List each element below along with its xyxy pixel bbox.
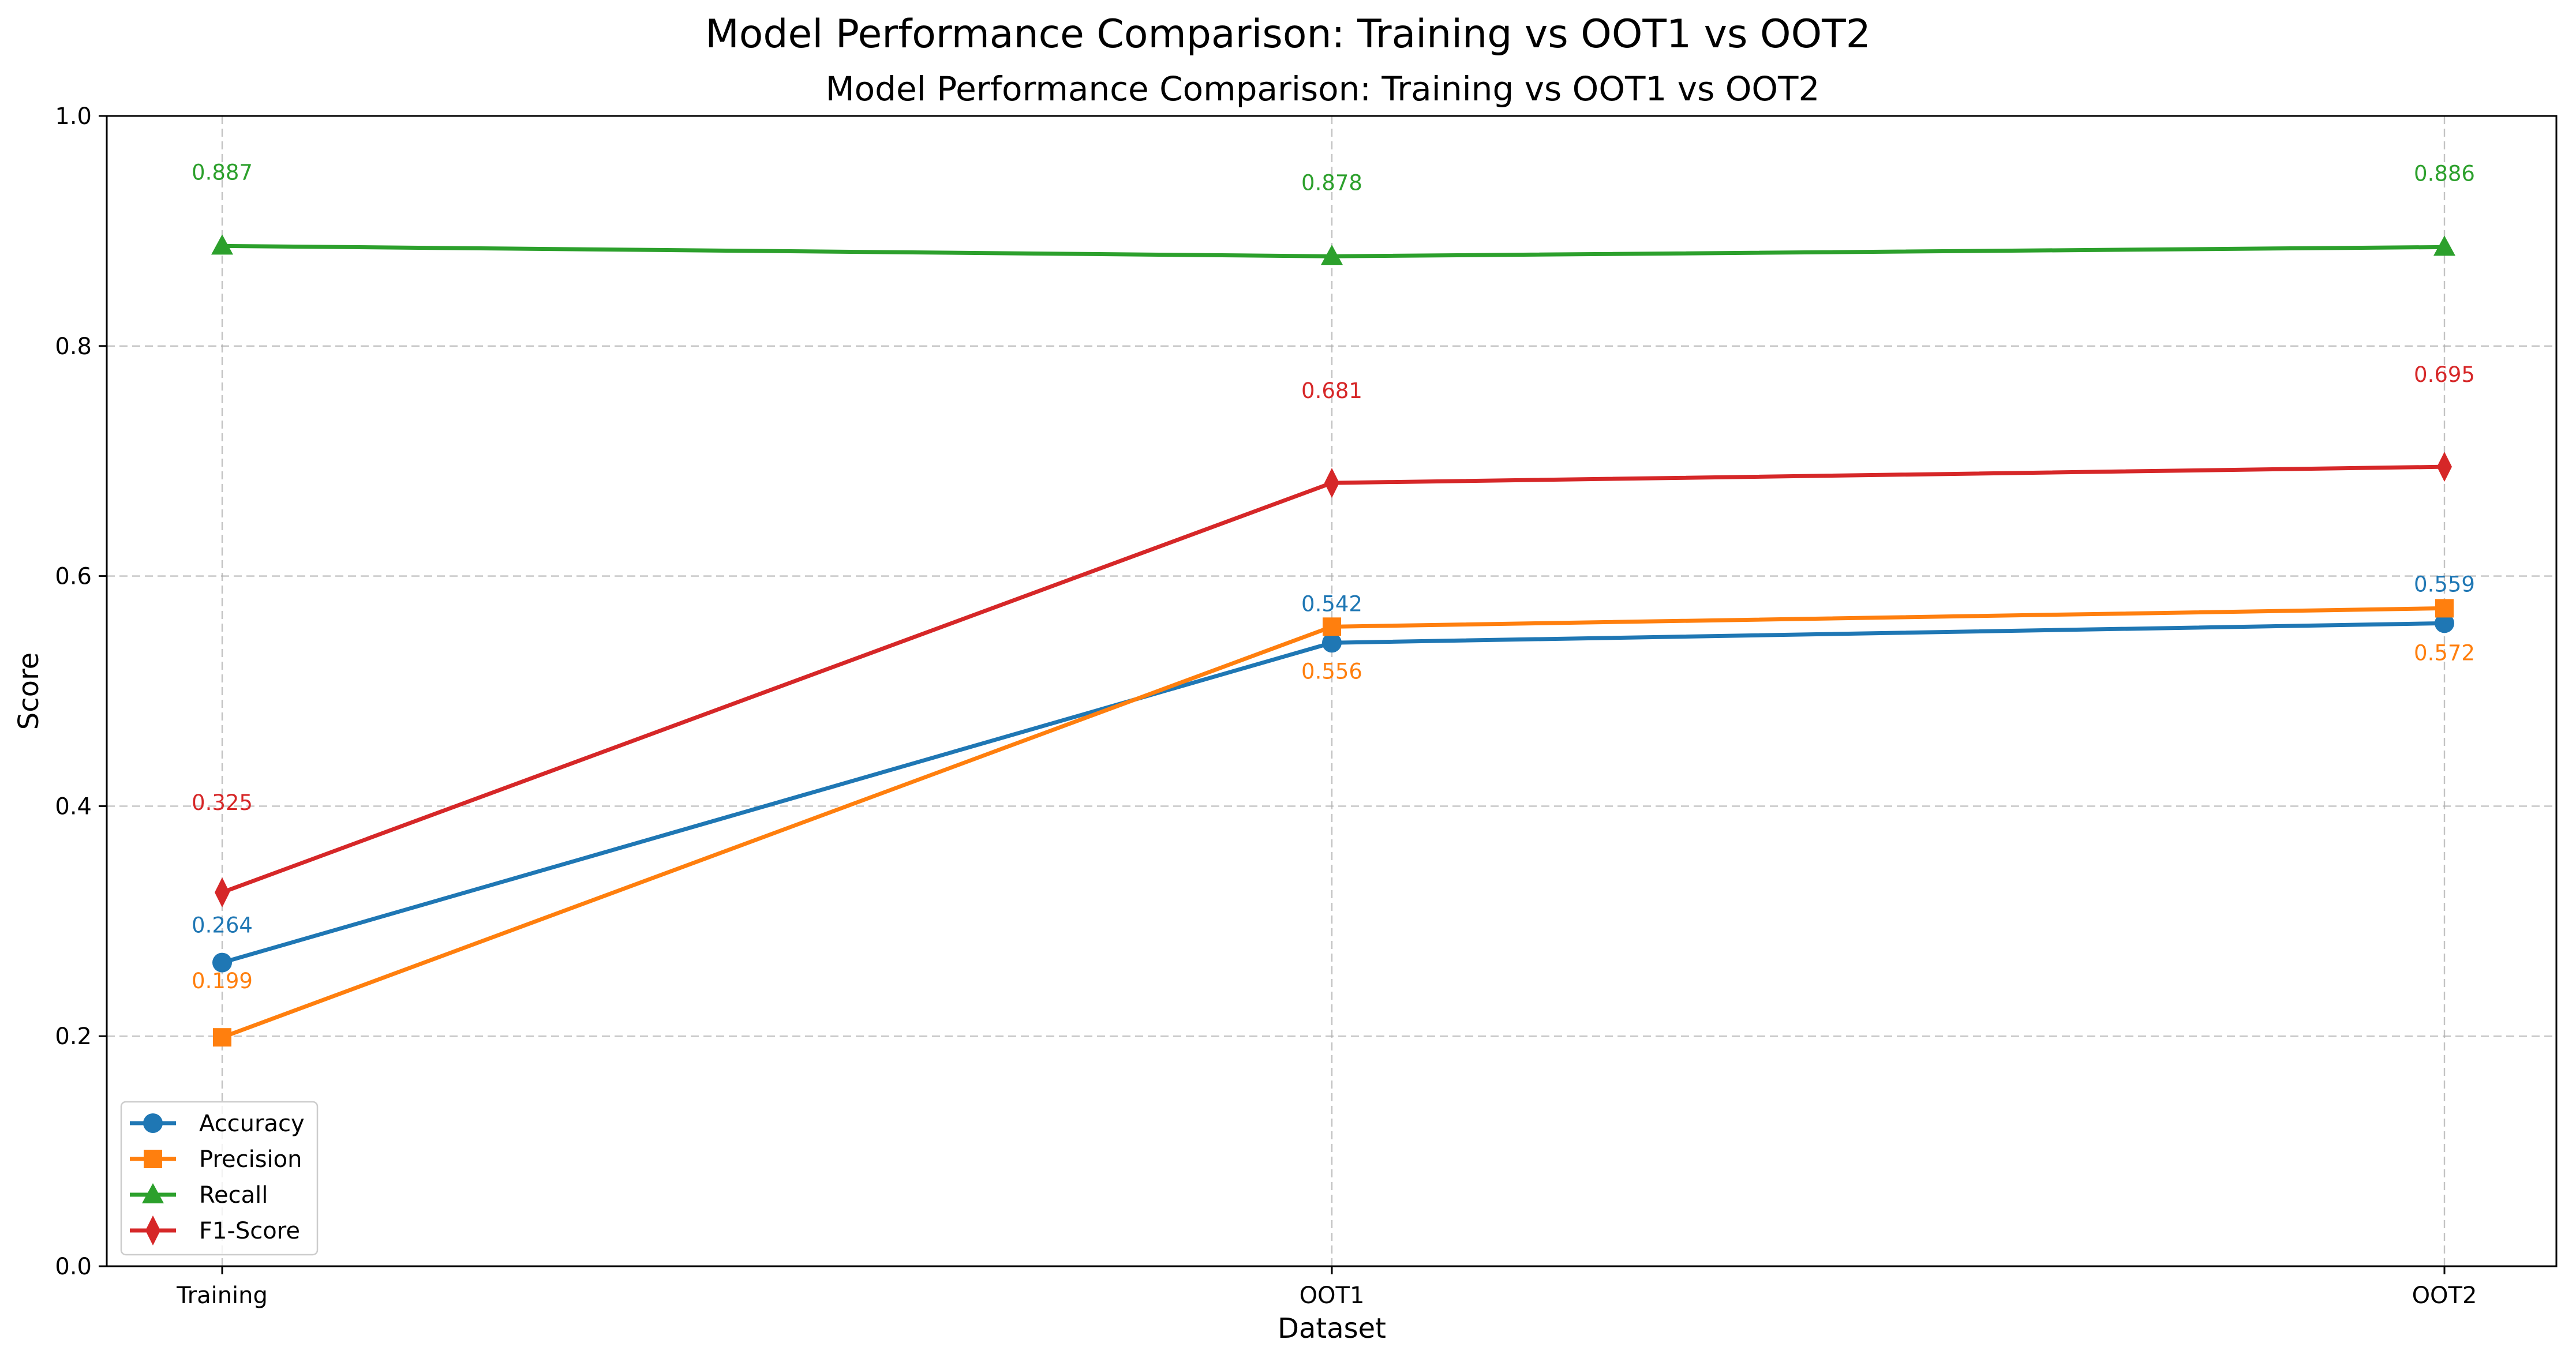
y-tick-label: 0.0 bbox=[55, 1254, 92, 1280]
data-label: 0.199 bbox=[192, 969, 253, 993]
data-point bbox=[1322, 633, 1342, 653]
data-point bbox=[1324, 468, 1339, 498]
series-precision bbox=[213, 599, 2454, 1047]
y-tick-label: 1.0 bbox=[55, 103, 92, 130]
data-label: 0.878 bbox=[1301, 170, 1362, 195]
data-point bbox=[2435, 599, 2454, 618]
data-point bbox=[215, 877, 230, 907]
data-point bbox=[1323, 617, 1341, 636]
chart-title: Model Performance Comparison: Training v… bbox=[826, 69, 1820, 108]
grid bbox=[107, 116, 2556, 1266]
x-tick-label: OOT1 bbox=[1300, 1282, 1365, 1309]
legend-label: Recall bbox=[199, 1182, 268, 1209]
data-label: 0.325 bbox=[192, 790, 253, 815]
data-label: 0.264 bbox=[192, 913, 253, 938]
legend-item: Precision bbox=[130, 1146, 302, 1173]
legend-marker bbox=[145, 1215, 160, 1245]
legend-items: Accuracy Precision Recall F1-Score bbox=[130, 1110, 305, 1245]
data-label: 0.681 bbox=[1301, 378, 1362, 403]
series-recall bbox=[211, 234, 2455, 265]
y-tick-label: 0.8 bbox=[55, 333, 92, 360]
data-point bbox=[212, 952, 232, 973]
data-point bbox=[2433, 235, 2455, 256]
legend-label: Accuracy bbox=[199, 1110, 305, 1137]
y-axis-label: Score bbox=[13, 652, 45, 730]
y-tick-label: 0.6 bbox=[55, 564, 92, 590]
data-label: 0.556 bbox=[1301, 659, 1362, 684]
legend-label: Precision bbox=[199, 1146, 302, 1173]
data-label: 0.695 bbox=[2414, 362, 2475, 387]
data-labels: 0.264 0.542 0.559 0.199 0.556 0.572 0.887 0.878… bbox=[192, 160, 2475, 993]
legend-marker bbox=[142, 1183, 164, 1203]
y-tick-label: 0.2 bbox=[55, 1023, 92, 1050]
legend-box bbox=[120, 1101, 319, 1256]
data-label: 0.559 bbox=[2414, 572, 2475, 596]
y-tick-label: 0.4 bbox=[55, 793, 92, 820]
series-accuracy bbox=[212, 613, 2454, 973]
data-label: 0.542 bbox=[1301, 591, 1362, 616]
data-label: 0.572 bbox=[2414, 640, 2475, 665]
chart-suptitle: Model Performance Comparison: Training v… bbox=[705, 12, 1871, 57]
legend-label: F1-Score bbox=[199, 1218, 300, 1244]
legend-marker bbox=[143, 1113, 163, 1133]
data-point bbox=[211, 234, 233, 255]
data-point bbox=[1321, 245, 1343, 265]
axis-ticks: Training OOT1 OOT2 0.0 0.2 0.4 0.6 0.8 1.0 bbox=[55, 103, 2477, 1309]
legend-item: Recall bbox=[130, 1182, 268, 1209]
legend-marker bbox=[144, 1150, 162, 1168]
legend: Accuracy Precision Recall F1-Score bbox=[120, 1101, 319, 1256]
data-point bbox=[2435, 613, 2454, 633]
legend-item: F1-Score bbox=[130, 1215, 300, 1245]
legend-item: Accuracy bbox=[130, 1110, 305, 1137]
series-f1-score bbox=[215, 452, 2452, 907]
x-tick-label: Training bbox=[176, 1282, 268, 1309]
x-axis-label: Dataset bbox=[1278, 1312, 1386, 1345]
x-tick-label: OOT2 bbox=[2412, 1282, 2477, 1309]
data-point bbox=[213, 1028, 231, 1047]
data-point bbox=[2437, 452, 2452, 482]
data-label: 0.886 bbox=[2414, 161, 2475, 186]
data-label: 0.887 bbox=[192, 160, 253, 185]
series-layer bbox=[211, 234, 2455, 1047]
